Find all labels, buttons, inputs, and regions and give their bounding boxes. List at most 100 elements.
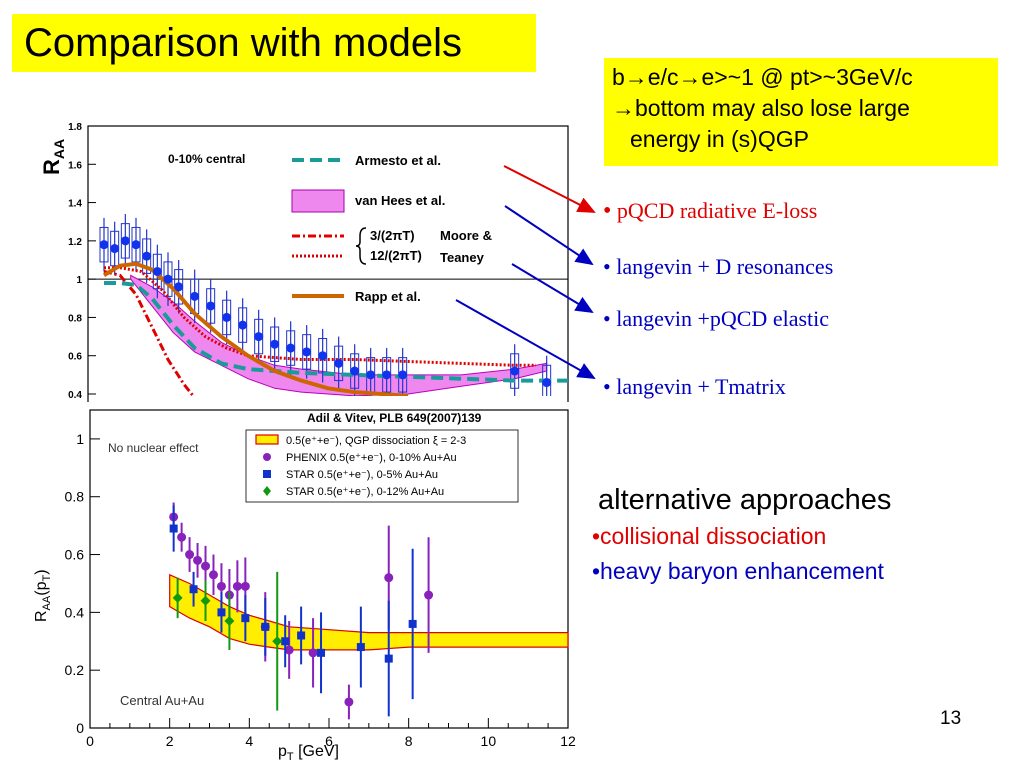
note-line-2: →bottom may also lose large — [612, 95, 910, 121]
legend-phenix-swatch — [263, 453, 271, 461]
top-y-axis-label: RAA — [39, 139, 67, 175]
phenix-point — [302, 347, 312, 357]
phenix-point — [131, 240, 141, 250]
star-0-5-point — [217, 608, 226, 617]
legend-band-swatch — [255, 434, 279, 445]
rapp-line — [102, 261, 409, 396]
bottom-annotation-bottom: Central Au+Au — [120, 693, 204, 708]
star-0-5-point — [169, 524, 178, 533]
phenix-point — [99, 240, 109, 250]
bottom-x-tick-label: 8 — [405, 733, 413, 749]
legend-star012-swatch — [263, 486, 271, 496]
star-0-5-point — [408, 619, 417, 628]
bottom-x-tick-label: 12 — [560, 733, 576, 749]
phenix-point — [510, 366, 520, 376]
bottom-x-tick-label: 10 — [481, 733, 497, 749]
phenix-bottom-point — [185, 550, 195, 560]
armesto-line — [104, 281, 568, 383]
bottom-y-tick-label: 0.2 — [65, 662, 85, 678]
phenix-bottom-point — [177, 532, 187, 542]
phenix-point — [174, 282, 184, 292]
legend-moore-teaney-1: Moore & — [440, 228, 492, 243]
legend-moore12: 12/(2πT) — [370, 248, 422, 263]
alternatives-title: alternative approaches — [598, 484, 892, 516]
bottom-raa-chart: Adil & Vitev, PLB 649(2007)139 0 2 4 6 8 10 12… — [33, 409, 576, 763]
top-y-tick-label: 0.4 — [68, 390, 82, 401]
legend-vanhees-swatch — [291, 189, 345, 213]
phenix-point — [334, 358, 344, 368]
bottom-y-tick-label: 1 — [76, 431, 84, 447]
model-radiative-label: pQCD radiative E-loss — [616, 198, 818, 223]
bottom-axis-ticks: 0 2 4 6 8 10 12 0 0.2 0.4 0.6 0.8 1 — [65, 431, 576, 749]
model-d-resonances-bullet: • — [603, 254, 611, 279]
model-tmatrix-bullet: • — [603, 374, 611, 399]
bottom-quark-note: b→e/c→e>~1 @ pt>~3GeV/c →bottom may also… — [604, 58, 998, 166]
bottom-x-tick-label: 2 — [166, 733, 174, 749]
phenix-point — [350, 366, 360, 376]
phenix-bottom-point — [240, 581, 250, 591]
bottom-y-tick-label: 0 — [76, 720, 84, 736]
star-0-5-point — [261, 622, 270, 631]
alternative-collisional: •collisional dissociation — [592, 523, 827, 549]
model-pqcd-elastic-label: langevin +pQCD elastic — [616, 306, 830, 331]
top-y-tick-label: 1.8 — [68, 122, 82, 133]
model-radiative-bullet: • — [603, 198, 612, 224]
top-y-tick-label: 1.6 — [68, 160, 82, 171]
bottom-y-tick-label: 0.6 — [65, 547, 85, 563]
legend-band: 0.5(e⁺+e⁻), QGP dissociation ξ = 2-3 — [286, 435, 466, 447]
alternative-heavy-baryon: •heavy baryon enhancement — [592, 558, 884, 584]
bottom-x-tick-label: 4 — [245, 733, 253, 749]
top-y-tick-label: 1.4 — [68, 199, 82, 210]
phenix-point — [206, 301, 216, 311]
note-line-3: energy in (s)QGP — [630, 126, 809, 152]
bottom-legend-box — [245, 429, 519, 503]
star-0-5-point — [384, 654, 393, 663]
legend-rapp: Rapp et al. — [355, 289, 421, 304]
phenix-bottom-point — [208, 570, 218, 580]
phenix-point — [222, 312, 232, 322]
star-0-12-point — [224, 616, 235, 627]
top-y-tick-labels: 0.4 0.6 0.8 1 1.2 1.4 1.6 1.8 — [68, 122, 96, 401]
phenix-point — [110, 244, 120, 254]
bottom-legend: 0.5(e⁺+e⁻), QGP dissociation ξ = 2-3 PHE… — [245, 429, 519, 503]
star-0-5-point — [189, 585, 198, 594]
phenix-bottom-point — [193, 555, 203, 565]
phenix-bottom-point — [344, 697, 354, 707]
phenix-point — [382, 370, 392, 380]
top-y-tick-label: 1.2 — [68, 237, 82, 248]
legend-armesto: Armesto et al. — [355, 153, 441, 168]
moore-teaney-12-line — [104, 266, 536, 367]
page-number: 13 — [940, 708, 962, 729]
slide-title: Comparison with models — [12, 14, 536, 72]
phenix-point — [254, 332, 264, 342]
bottom-y-tick-label: 0.4 — [65, 604, 85, 620]
legend-brace — [355, 227, 367, 265]
legend-star05: STAR 0.5(e⁺+e⁻), 0-5% Au+Au — [286, 469, 438, 481]
phenix-bottom-point — [308, 648, 318, 658]
legend-phenix: PHENIX 0.5(e⁺+e⁻), 0-10% Au+Au — [286, 452, 457, 464]
star-0-12-point — [272, 636, 283, 647]
model-radiative: • pQCD radiative E-loss — [603, 198, 817, 225]
phenix-point — [286, 343, 296, 353]
model-d-resonances: • langevin + D resonances — [603, 254, 833, 280]
star-0-12-point — [172, 592, 183, 603]
bottom-y-axis-label: RAA(pT) — [33, 569, 53, 622]
phenix-bottom-point — [284, 645, 294, 655]
moore-teaney-3-line — [103, 270, 196, 396]
model-pqcd-elastic-bullet: • — [603, 306, 611, 331]
star-0-12-point — [200, 595, 211, 606]
phenix-point — [542, 378, 552, 388]
model-tmatrix: • langevin + Tmatrix — [603, 374, 786, 400]
star-0-5-point — [356, 643, 365, 652]
model-d-resonances-label: langevin + D resonances — [616, 254, 834, 279]
legend-star012: STAR 0.5(e⁺+e⁻), 0-12% Au+Au — [286, 486, 444, 498]
top-y-tick-label: 1 — [76, 275, 82, 286]
bottom-plot-area — [169, 502, 569, 720]
top-y-tick-label: 0.6 — [68, 352, 82, 363]
phenix-bottom-point — [232, 581, 242, 591]
star-0-5-point — [241, 614, 250, 623]
star-0-5-point — [297, 631, 306, 640]
qgp-dissociation-band — [169, 573, 569, 651]
phenix-point — [152, 266, 162, 276]
bottom-x-axis-label: pT [GeV] — [278, 743, 339, 763]
